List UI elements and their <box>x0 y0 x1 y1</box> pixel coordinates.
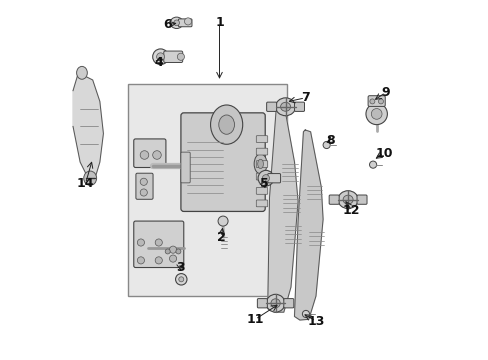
Ellipse shape <box>170 17 183 28</box>
Ellipse shape <box>258 170 273 186</box>
Ellipse shape <box>218 216 227 226</box>
Ellipse shape <box>337 191 357 208</box>
Ellipse shape <box>370 109 381 119</box>
Ellipse shape <box>323 141 329 149</box>
Text: 6: 6 <box>163 18 172 31</box>
Ellipse shape <box>184 18 191 25</box>
FancyBboxPatch shape <box>163 51 183 63</box>
FancyBboxPatch shape <box>256 148 267 155</box>
Text: 14: 14 <box>77 177 94 190</box>
FancyBboxPatch shape <box>256 173 267 180</box>
Ellipse shape <box>254 154 266 174</box>
Ellipse shape <box>177 53 184 60</box>
Text: 7: 7 <box>300 91 309 104</box>
Text: 10: 10 <box>374 147 392 160</box>
FancyBboxPatch shape <box>136 173 153 199</box>
FancyBboxPatch shape <box>356 195 366 204</box>
Ellipse shape <box>83 171 97 185</box>
Ellipse shape <box>155 239 162 246</box>
Polygon shape <box>267 102 298 312</box>
Ellipse shape <box>365 103 386 125</box>
FancyBboxPatch shape <box>283 298 293 308</box>
FancyBboxPatch shape <box>181 152 190 183</box>
Ellipse shape <box>152 49 168 64</box>
Ellipse shape <box>343 195 352 204</box>
FancyBboxPatch shape <box>181 113 264 211</box>
Ellipse shape <box>176 249 181 254</box>
Text: 2: 2 <box>217 231 225 244</box>
Polygon shape <box>73 73 103 180</box>
Text: 13: 13 <box>306 315 324 328</box>
FancyBboxPatch shape <box>266 102 276 111</box>
Ellipse shape <box>173 20 179 26</box>
Ellipse shape <box>270 299 280 308</box>
Text: 4: 4 <box>154 55 163 69</box>
Text: 5: 5 <box>259 177 268 190</box>
FancyBboxPatch shape <box>256 161 267 167</box>
Ellipse shape <box>169 246 176 253</box>
Ellipse shape <box>140 178 147 185</box>
Ellipse shape <box>140 151 148 159</box>
Ellipse shape <box>175 274 186 285</box>
Ellipse shape <box>169 255 176 262</box>
FancyBboxPatch shape <box>256 136 267 143</box>
FancyBboxPatch shape <box>257 298 267 308</box>
Ellipse shape <box>137 239 144 246</box>
FancyBboxPatch shape <box>134 139 165 167</box>
FancyBboxPatch shape <box>256 188 267 194</box>
FancyBboxPatch shape <box>134 221 183 267</box>
Ellipse shape <box>218 115 234 134</box>
Ellipse shape <box>156 53 164 61</box>
Text: 8: 8 <box>325 134 334 147</box>
Text: 1: 1 <box>215 16 224 29</box>
Ellipse shape <box>275 98 295 116</box>
FancyBboxPatch shape <box>294 102 304 111</box>
Text: 3: 3 <box>176 261 184 274</box>
FancyBboxPatch shape <box>367 96 385 107</box>
Ellipse shape <box>262 175 269 182</box>
Ellipse shape <box>369 99 374 104</box>
FancyBboxPatch shape <box>256 200 267 207</box>
Ellipse shape <box>280 102 290 111</box>
FancyBboxPatch shape <box>178 19 192 27</box>
Ellipse shape <box>257 159 263 168</box>
Text: 12: 12 <box>342 204 360 217</box>
FancyBboxPatch shape <box>328 195 339 204</box>
Ellipse shape <box>266 294 285 312</box>
Ellipse shape <box>77 66 87 79</box>
Ellipse shape <box>369 161 376 168</box>
Ellipse shape <box>152 151 161 159</box>
Polygon shape <box>294 130 323 320</box>
Ellipse shape <box>378 99 383 104</box>
Ellipse shape <box>155 257 162 264</box>
Bar <box>128 84 287 296</box>
Ellipse shape <box>137 257 144 264</box>
Ellipse shape <box>210 105 242 144</box>
Ellipse shape <box>179 277 183 282</box>
Ellipse shape <box>165 249 170 254</box>
Text: 11: 11 <box>246 313 264 326</box>
Ellipse shape <box>302 310 309 318</box>
Ellipse shape <box>140 189 147 196</box>
Text: 9: 9 <box>381 86 389 99</box>
FancyBboxPatch shape <box>267 174 280 183</box>
